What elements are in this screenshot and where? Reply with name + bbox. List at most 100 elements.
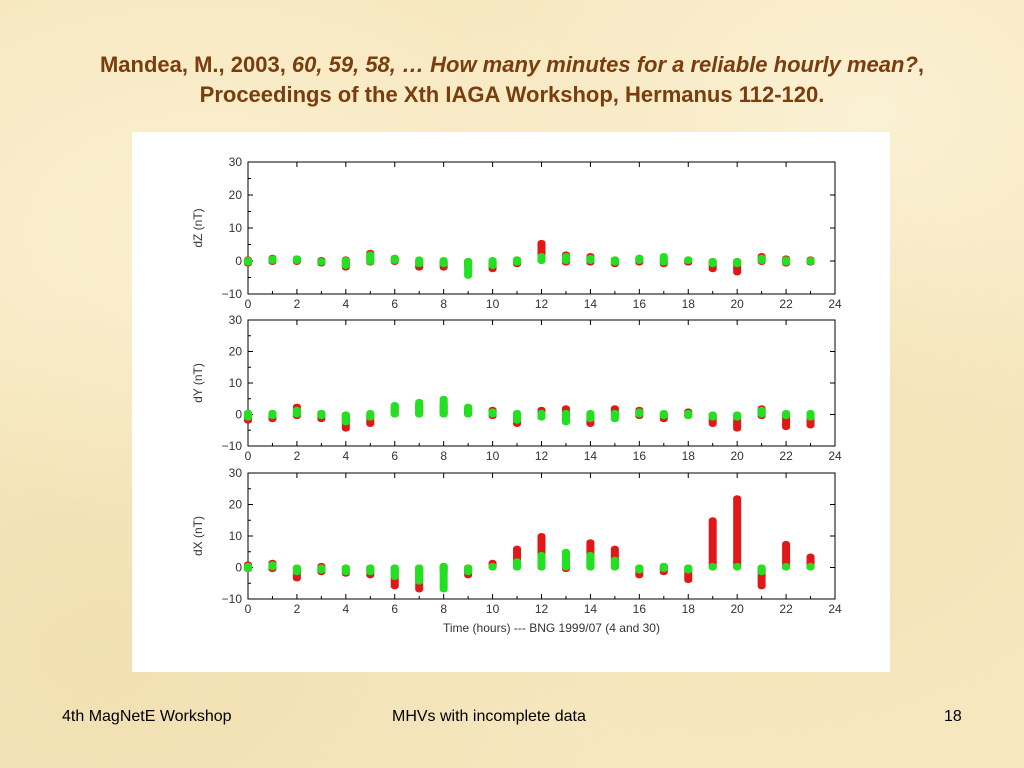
- data-point-stack-green: [244, 257, 252, 266]
- data-point-stack-green: [439, 395, 448, 418]
- data-point-stack-green: [782, 562, 791, 571]
- data-point-stack-green: [366, 251, 375, 265]
- data-point-stack-green: [244, 562, 252, 573]
- x-tick-label: 8: [440, 297, 447, 311]
- data-point-stack-green: [415, 398, 424, 418]
- x-tick-label: 8: [440, 602, 447, 616]
- x-tick-label: 0: [245, 449, 252, 463]
- y-axis-label: dY (nT): [191, 363, 205, 403]
- x-tick-label: 6: [391, 297, 398, 311]
- x-tick-label: 22: [779, 449, 793, 463]
- data-point-stack-green: [684, 564, 693, 574]
- data-point-stack-green: [659, 562, 668, 573]
- data-point-stack-green: [317, 409, 326, 420]
- data-point-stack-green: [806, 257, 815, 265]
- data-point-stack-green: [292, 406, 301, 418]
- data-point-stack-red: [708, 517, 717, 571]
- data-point-stack-green: [366, 564, 375, 576]
- y-tick-label: 20: [229, 498, 243, 512]
- data-point-stack-green: [464, 258, 473, 279]
- data-point-stack-green: [684, 409, 693, 420]
- data-point-stack-green: [317, 258, 326, 266]
- data-point-stack-red: [782, 540, 791, 571]
- x-tick-label: 2: [294, 602, 301, 616]
- x-tick-label: 20: [730, 602, 744, 616]
- x-tick-label: 20: [730, 449, 744, 463]
- data-point-stack-green: [341, 411, 350, 426]
- data-point-stack-green: [439, 562, 448, 593]
- data-point-stack-green: [757, 406, 766, 418]
- data-point-stack-red: [733, 495, 742, 571]
- data-point-stack-green: [757, 254, 766, 264]
- y-tick-label: 10: [229, 376, 243, 390]
- x-tick-label: 14: [584, 602, 598, 616]
- y-tick-label: 0: [235, 408, 242, 422]
- x-tick-label: 18: [682, 297, 696, 311]
- data-point-stack-green: [390, 564, 399, 580]
- x-tick-label: 18: [682, 449, 696, 463]
- data-point-stack-green: [561, 253, 570, 264]
- data-point-stack-green: [513, 409, 522, 424]
- data-point-stack-green: [684, 256, 693, 264]
- data-point-stack-green: [586, 409, 595, 423]
- y-tick-label: 30: [229, 155, 243, 169]
- title-citation-paper: 60, 59, 58, … How many minutes for a rel…: [291, 52, 918, 77]
- x-tick-label: 24: [828, 449, 842, 463]
- x-tick-label: 12: [535, 449, 549, 463]
- y-axis-label: dX (nT): [191, 516, 205, 556]
- footer-page-number: 18: [944, 708, 962, 725]
- x-tick-label: 10: [486, 602, 500, 616]
- data-point-stack-green: [317, 564, 326, 574]
- data-point-stack-green: [366, 409, 375, 421]
- x-axis-label: Time (hours) --- BNG 1999/07 (4 and 30): [443, 621, 660, 635]
- data-point-stack-green: [537, 551, 546, 571]
- x-tick-label: 10: [486, 449, 500, 463]
- figure-panel: 0 2 4 6 8 10 12 14 16 18 20 22 24 −10 0 10 20 30 dZ (nT) 0 2…: [132, 132, 890, 672]
- data-point-stack-green: [733, 562, 742, 571]
- data-point-stack-green: [268, 409, 277, 420]
- data-point-stack-green: [513, 256, 522, 266]
- slide-title: Mandea, M., 2003, 60, 59, 58, … How many…: [0, 50, 1024, 110]
- data-point-stack-green: [390, 254, 399, 264]
- x-tick-label: 22: [779, 297, 793, 311]
- y-tick-label: 20: [229, 188, 243, 202]
- data-point-stack-green: [708, 411, 717, 421]
- data-point-stack-green: [415, 564, 424, 585]
- title-citation-comma: ,: [917, 52, 925, 77]
- title-line-1: Mandea, M., 2003, 60, 59, 58, … How many…: [0, 50, 1024, 80]
- x-tick-label: 24: [828, 602, 842, 616]
- data-point-stack-green: [635, 564, 644, 574]
- data-point-stack-green: [268, 561, 277, 571]
- data-point-stack-green: [659, 253, 668, 266]
- x-tick-label: 0: [245, 602, 252, 616]
- title-line-2: Proceedings of the Xth IAGA Workshop, He…: [199, 82, 825, 107]
- footer-topic: MHVs with incomplete data: [392, 708, 586, 725]
- x-tick-label: 8: [440, 449, 447, 463]
- x-tick-label: 0: [245, 297, 252, 311]
- data-point-stack-green: [390, 402, 399, 418]
- title-citation-author: Mandea, M., 2003,: [99, 52, 292, 77]
- y-tick-label: 10: [229, 529, 243, 543]
- data-point-stack-green: [464, 564, 473, 576]
- x-tick-label: 14: [584, 297, 598, 311]
- x-tick-label: 10: [486, 297, 500, 311]
- y-tick-label: 20: [229, 345, 243, 359]
- data-point-stack-green: [488, 257, 497, 269]
- x-tick-label: 2: [294, 297, 301, 311]
- data-point-stack-green: [341, 257, 350, 269]
- panel-frame-0: [247, 161, 836, 295]
- data-point-stack-green: [586, 551, 595, 571]
- x-tick-label: 4: [342, 297, 349, 311]
- x-tick-label: 12: [535, 297, 549, 311]
- y-axis-label: dZ (nT): [191, 208, 205, 247]
- x-tick-label: 16: [633, 297, 647, 311]
- data-point-stack-green: [268, 255, 277, 264]
- y-tick-label: −10: [222, 287, 243, 301]
- footer-workshop: 4th MagNetE Workshop: [62, 708, 232, 725]
- data-point-stack-green: [561, 409, 570, 426]
- data-point-stack-green: [537, 253, 546, 264]
- y-tick-label: 30: [229, 313, 243, 327]
- x-tick-label: 6: [391, 449, 398, 463]
- data-point-stack-green: [757, 564, 766, 576]
